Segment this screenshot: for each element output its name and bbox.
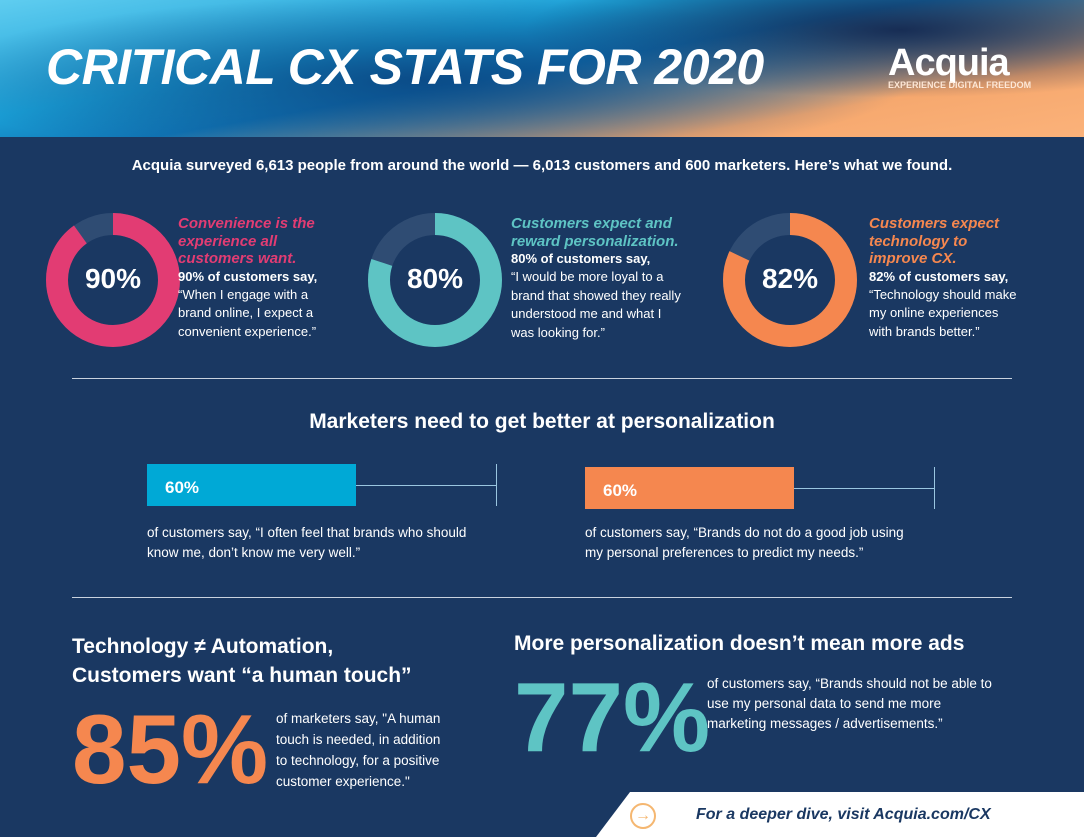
stat-quote: “Technology should make: [869, 286, 1017, 302]
cta-link[interactable]: For a deeper dive, visit Acquia.com/CX: [696, 806, 991, 823]
donut-value: 90%: [84, 263, 142, 294]
stat-quote: convenient experience.”: [178, 323, 317, 339]
text-line: to technology, for a positive: [276, 753, 440, 768]
text-line: know me, don’t know me very well.”: [147, 545, 361, 560]
bar-text: of customers say, “Brands do not do a go…: [585, 523, 904, 563]
stat-heading: Convenience is the: [178, 215, 315, 232]
stat-quote: brand that showed they really: [511, 287, 681, 303]
divider: [72, 597, 1012, 598]
stat-heading: reward personalization.: [511, 232, 679, 250]
hero-banner: [0, 0, 1084, 137]
cta-banner[interactable]: [596, 792, 1084, 837]
stat-heading: experience all: [178, 232, 278, 250]
stat-block: Customers expect technology to improve CX.…: [869, 215, 1016, 341]
acquia-logo: Acquia: [888, 42, 1010, 84]
donut-chart: [46, 213, 180, 347]
intro-text: Acquia surveyed 6,613 people from around…: [131, 157, 953, 174]
stat-quote: with brands better.”: [869, 323, 980, 339]
text-line: my personal preferences to predict my ne…: [585, 545, 864, 560]
logo-tagline: EXPERIENCE DIGITAL FREEDOM: [888, 80, 1032, 90]
stat-subheading: 90% of customers say,: [178, 268, 318, 284]
text-line: of marketers say, "A human: [276, 711, 441, 726]
donut-value: 80%: [406, 263, 464, 294]
ads-stat-value: 77%: [514, 662, 711, 772]
stat-heading: technology to: [869, 232, 968, 250]
tech-heading: Technology ≠ Automation, Customers want …: [72, 632, 412, 690]
page-title: CRITICAL CX STATS FOR 2020: [46, 39, 764, 95]
stat-heading: Customers expect and: [511, 215, 672, 232]
stat-quote: was looking for.”: [511, 324, 605, 340]
stat-quote: understood me and what I: [511, 306, 662, 321]
stat-quote: “I would be more loyal to a: [511, 269, 664, 284]
divider: [72, 378, 1012, 379]
stat-subheading: 82% of customers say,: [869, 268, 1009, 284]
text-line: of customers say, “Brands do not do a go…: [585, 525, 904, 540]
ads-stat-text: of customers say, “Brands should not be …: [707, 674, 992, 734]
donut-chart: [368, 213, 502, 347]
stat-heading: customers want.: [178, 250, 297, 267]
bar-end-tick: [496, 464, 497, 506]
tech-heading-line: Customers want “a human touch”: [72, 664, 412, 687]
donut-fill: [723, 213, 857, 347]
bar-fill: 60%: [585, 467, 795, 509]
donut-value: 82%: [761, 263, 819, 294]
stat-quote: “When I engage with a: [178, 286, 309, 302]
marketers-heading: Marketers need to get better at personal…: [309, 410, 775, 433]
bar-fill: 60%: [147, 464, 357, 506]
text-line: touch is needed, in addition: [276, 732, 441, 747]
text-line: marketing messages / advertisements.”: [707, 716, 943, 731]
text-line: of customers say, “I often feel that bra…: [147, 525, 467, 540]
stat-block: Customers expect and reward personalizati…: [511, 215, 681, 342]
stat-quote: my online experiences: [869, 305, 999, 320]
bar-end-tick: [934, 467, 935, 509]
text-line: of customers say, “Brands should not be …: [707, 676, 992, 691]
text-line: customer experience.": [276, 774, 410, 789]
arrow-right-circle-icon[interactable]: →: [630, 803, 656, 829]
text-line: use my personal data to send me more: [707, 696, 942, 711]
donut-fill: [46, 213, 180, 347]
stat-heading: Customers expect: [869, 215, 1000, 232]
tech-stat-value: 85%: [72, 694, 269, 804]
stat-subheading: 80% of customers say,: [511, 251, 651, 266]
stat-block: Convenience is the experience all customer…: [178, 215, 317, 341]
donut-fill: [368, 213, 502, 347]
tech-heading-line: Technology ≠ Automation,: [72, 635, 334, 658]
stat-heading: improve CX.: [869, 250, 957, 267]
stat-quote: brand online, I expect a: [178, 305, 314, 320]
tech-stat-text: of marketers say, "A human touch is need…: [276, 708, 440, 792]
ads-heading: More personalization doesn’t mean more a…: [514, 632, 965, 655]
donut-chart: [723, 213, 857, 347]
bar-text: of customers say, “I often feel that bra…: [147, 523, 466, 563]
